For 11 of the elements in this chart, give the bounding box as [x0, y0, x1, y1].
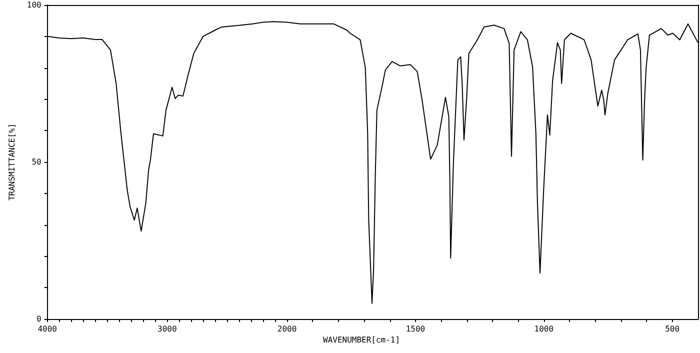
x-tick-label: 500	[665, 324, 680, 334]
x-tick-label: 2000	[277, 324, 297, 334]
x-tick-label: 3000	[158, 324, 177, 334]
y-tick-label: 50	[32, 158, 42, 166]
x-tick-label: 1500	[406, 324, 426, 334]
y-axis-title: TRANSMITTANCE[%]	[8, 123, 16, 201]
y-tick-label: 100	[26, 0, 42, 10]
text: WAVENUMBER[cm-1]	[323, 336, 400, 344]
y-tick-label: 0	[36, 314, 42, 324]
x-tick-label: 1000	[534, 324, 554, 334]
x-tick-label: 4000	[38, 324, 58, 334]
